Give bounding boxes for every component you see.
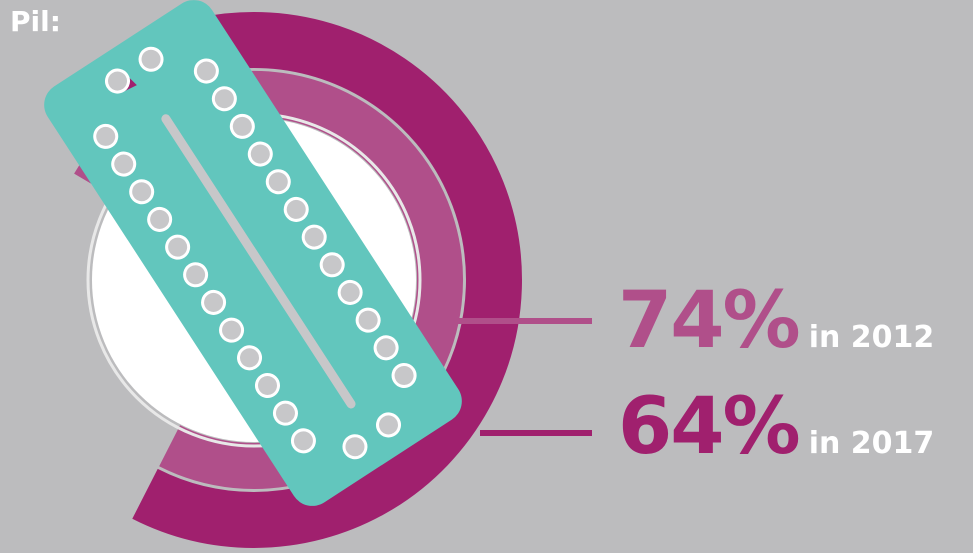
pill-icon <box>342 434 368 460</box>
pill-icon <box>229 113 255 139</box>
pill-pack-icon <box>44 0 462 506</box>
pill-icon <box>376 412 402 438</box>
pill-icon <box>272 400 298 426</box>
pill-icon <box>237 345 263 371</box>
pill-icon <box>319 252 345 278</box>
pill-icon <box>247 141 273 167</box>
pill-icon <box>301 224 327 250</box>
pill-icon <box>337 279 363 305</box>
pill-icon <box>211 86 237 112</box>
pill-icon <box>183 262 209 288</box>
stat-2012: 74% in 2012 <box>618 276 934 366</box>
pill-icon <box>129 179 155 205</box>
value-label-2012: 74% <box>618 276 801 366</box>
pill-icon <box>111 151 137 177</box>
pill-icon <box>373 335 399 361</box>
pill-icon <box>193 58 219 84</box>
pill-icon <box>93 123 119 149</box>
pill-icon <box>254 372 280 398</box>
pill-icon <box>290 428 316 454</box>
stat-2017: 64% in 2017 <box>618 382 934 472</box>
year-label-2017: in 2017 <box>808 426 935 461</box>
pill-icon <box>104 68 130 94</box>
pill-icon <box>201 289 227 315</box>
chart-title: Pil: <box>10 5 61 38</box>
pill-icon <box>138 46 164 72</box>
pill-icon <box>391 362 417 388</box>
arc-2017 <box>132 12 522 548</box>
pill-icon <box>283 196 309 222</box>
pill-icon <box>355 307 381 333</box>
pill-pack-slot <box>161 114 356 409</box>
pill-icon <box>219 317 245 343</box>
year-label-2012: in 2012 <box>808 320 935 355</box>
pill-icon <box>265 169 291 195</box>
value-label-2017: 64% <box>618 382 801 472</box>
pill-icon <box>147 206 173 232</box>
pill-icon <box>165 234 191 260</box>
